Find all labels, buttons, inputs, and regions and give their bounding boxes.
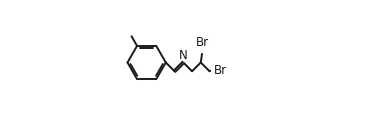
Text: Br: Br (195, 36, 208, 49)
Text: Br: Br (214, 64, 227, 77)
Text: N: N (179, 49, 188, 62)
